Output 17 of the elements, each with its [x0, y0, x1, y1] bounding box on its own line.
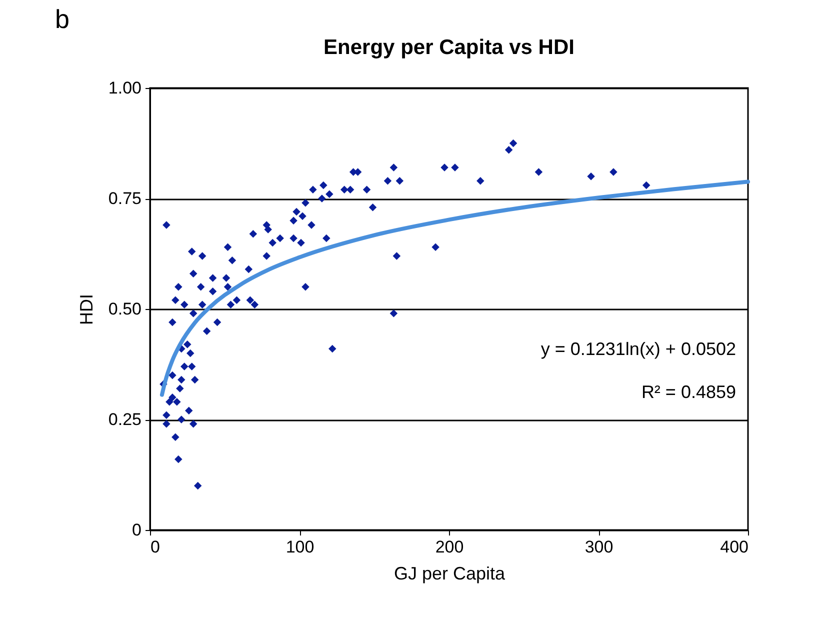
chart-title: Energy per Capita vs HDI	[324, 36, 574, 59]
x-tick-label: 400	[720, 538, 748, 556]
line-series	[160, 180, 750, 397]
annotation: R² = 0.4859	[641, 382, 736, 402]
y-tick-label: 0.50	[108, 300, 142, 318]
y-axis-title: HDI	[76, 294, 96, 325]
x-axis-title: GJ per Capita	[394, 564, 506, 584]
y-tick-label: 0.75	[108, 189, 142, 208]
x-tick-label: 100	[286, 538, 314, 556]
y-tick-label: 1.00	[108, 78, 142, 98]
text: b	[55, 4, 70, 34]
x-tick-label: 0	[150, 538, 160, 556]
annotation: y = 0.1231ln(x) + 0.0502	[540, 339, 736, 359]
x-tick-label: 300	[584, 538, 614, 556]
y-tick-label: 0.25	[108, 410, 142, 429]
x-tick-label: 200	[435, 538, 464, 556]
y-tick-label: 0	[132, 520, 142, 540]
